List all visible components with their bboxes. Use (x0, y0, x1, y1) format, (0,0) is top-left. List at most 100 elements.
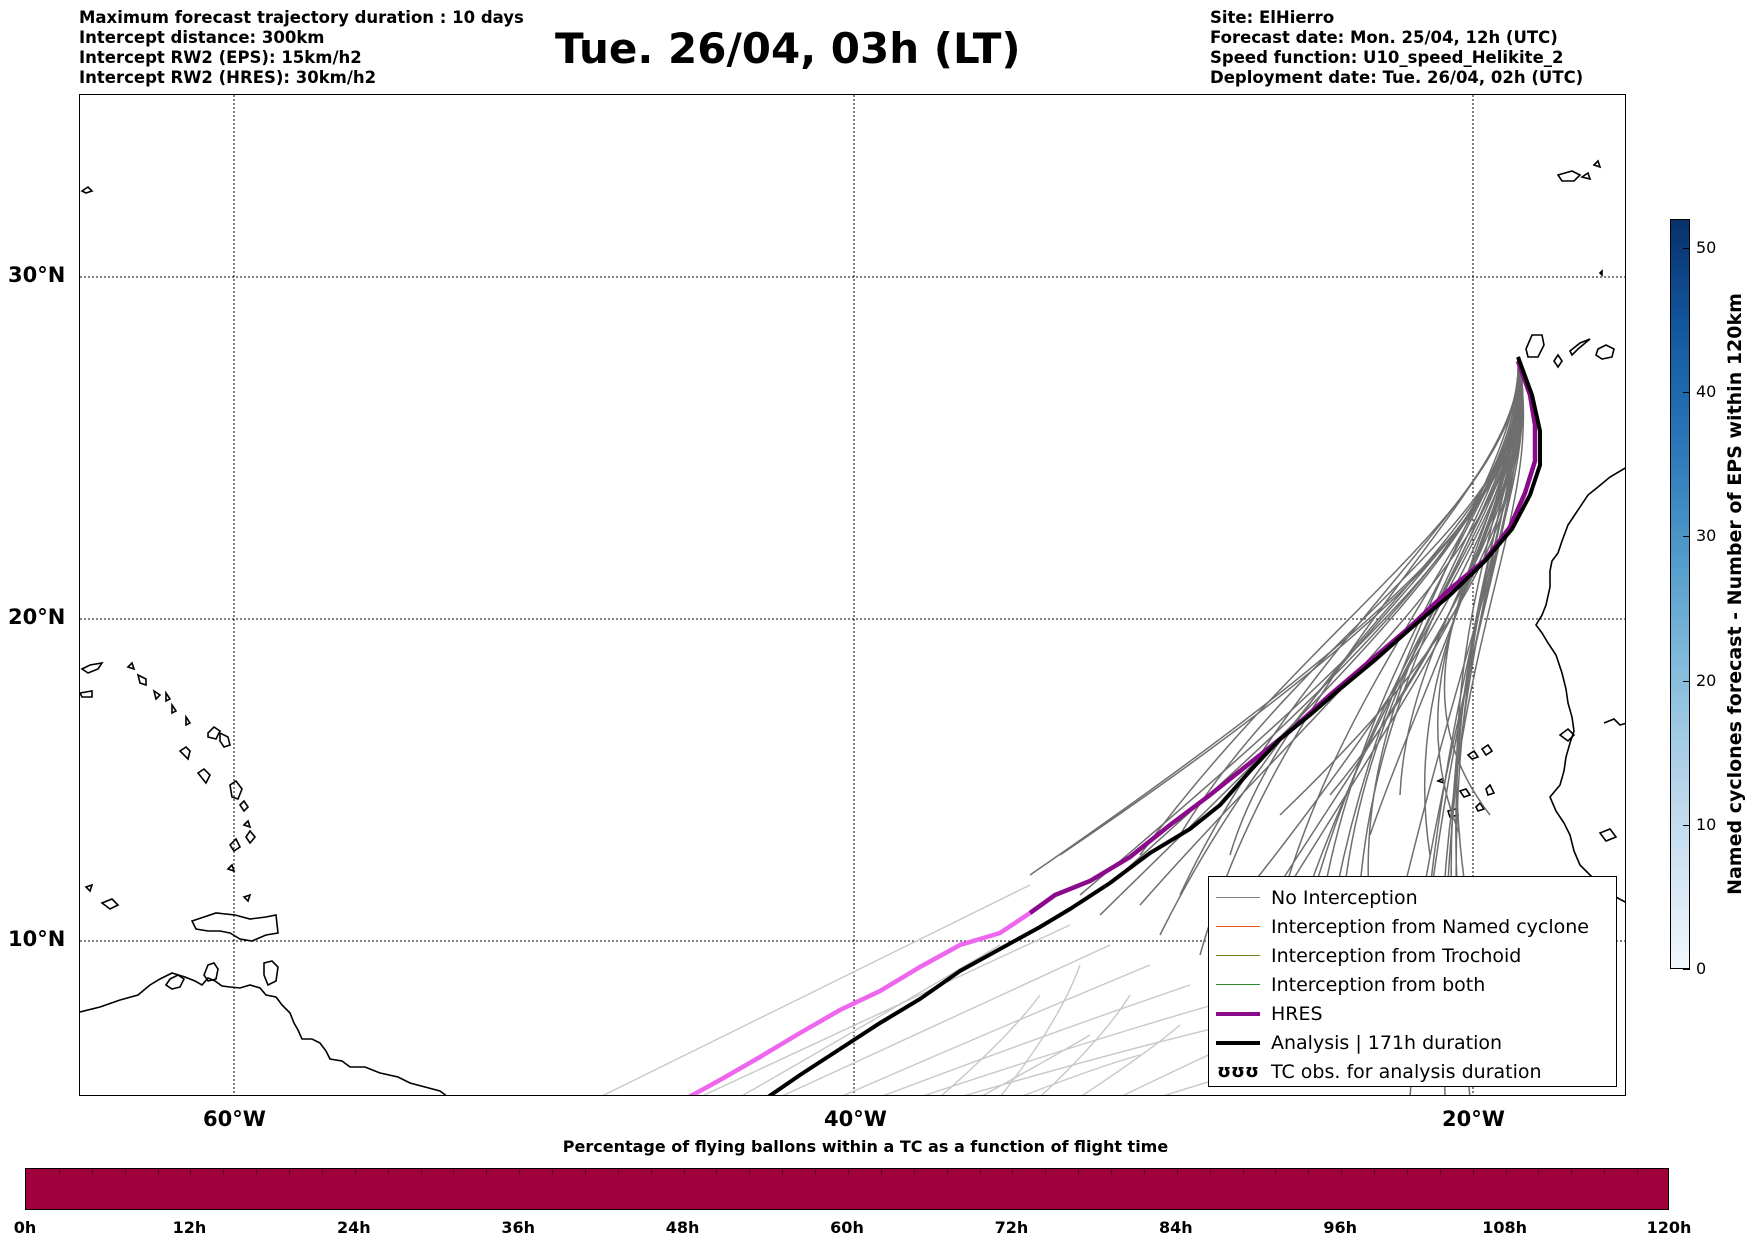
header-right: Site: ElHierro Forecast date: Mon. 25/04… (1210, 8, 1583, 88)
colorbar-horizontal-separator (880, 1169, 882, 1175)
legend-item-both: Interception from both (1209, 970, 1616, 999)
legend-line (1216, 897, 1260, 898)
colorbar-vertical-tick-mark (1683, 247, 1690, 249)
legend-line (1216, 1040, 1260, 1045)
eps-trajectory (1239, 356, 1524, 966)
colorbar-horizontal-separator (1078, 1169, 1080, 1175)
legend: No Interception Interception from Named … (1208, 876, 1617, 1087)
colorbar-horizontal-separator (223, 1169, 225, 1175)
colorbar-horizontal-tick: 108h (1482, 1218, 1527, 1237)
hres-trajectory-late (687, 911, 1032, 1095)
colorbar-horizontal-tick: 24h (336, 1218, 371, 1237)
header-left-line: Intercept RW2 (HRES): 30km/h2 (79, 68, 377, 87)
colorbar-vertical (1670, 219, 1690, 969)
legend-item-analysis: Analysis | 171h duration (1209, 1028, 1616, 1057)
eps-trajectory (1319, 356, 1519, 996)
colorbar-horizontal-separator (1505, 1169, 1507, 1175)
colorbar-horizontal-tick: 36h (501, 1218, 536, 1237)
colorbar-horizontal-tick: 48h (665, 1218, 700, 1237)
colorbar-horizontal-separator (749, 1169, 751, 1175)
header-right-line: Forecast date: Mon. 25/04, 12h (UTC) (1210, 28, 1558, 47)
colorbar-horizontal-tick: 72h (994, 1218, 1029, 1237)
legend-item-tc-obs: ʊʊʊ TC obs. for analysis duration (1209, 1057, 1616, 1086)
colorbar-horizontal-separator (1012, 1169, 1014, 1175)
colorbar-horizontal-tick: 60h (830, 1218, 864, 1237)
colorbar-horizontal-separator (1275, 1169, 1277, 1175)
eps-trajectory-faded (883, 984, 1191, 1095)
colorbar-vertical-tick: 30 (1696, 526, 1717, 546)
header-left-line: Maximum forecast trajectory duration : 1… (79, 8, 524, 27)
colorbar-horizontal-separator (782, 1169, 784, 1175)
eps-trajectory-faded (782, 944, 1111, 1095)
colorbar-horizontal-tick: 84h (1158, 1218, 1193, 1237)
legend-label: Interception from Trochoid (1271, 944, 1522, 967)
eps-trajectory-faded (1000, 964, 1081, 1095)
colorbar-horizontal-separator (321, 1169, 323, 1175)
colorbar-horizontal-separator (1176, 1169, 1178, 1175)
colorbar-horizontal-separator (289, 1169, 291, 1175)
colorbar-horizontal-tick: 120h (1646, 1218, 1692, 1237)
colorbar-horizontal-separator (519, 1169, 521, 1175)
eps-trajectory (1179, 356, 1522, 836)
header-right-line: Speed function: U10_speed_Helikite_2 (1210, 48, 1564, 67)
legend-line (1216, 1011, 1260, 1016)
colorbar-horizontal-separator (157, 1169, 159, 1175)
eps-trajectory (1139, 356, 1519, 856)
legend-label: No Interception (1271, 886, 1418, 909)
lon-label-40: 40°W (824, 1107, 887, 1131)
colorbar-horizontal-separator (650, 1169, 652, 1175)
colorbar-horizontal-separator (716, 1169, 718, 1175)
page-title: Tue. 26/04, 03h (LT) (555, 24, 1021, 73)
colorbar-vertical-tick: 10 (1696, 814, 1717, 834)
colorbar-horizontal-separator (190, 1169, 192, 1175)
colorbar-horizontal-separator (946, 1169, 948, 1175)
coastline-americas (80, 185, 447, 1095)
header-right-line: Site: ElHierro (1210, 8, 1335, 27)
colorbar-horizontal-separator (1439, 1169, 1441, 1175)
colorbar-horizontal-separator (1045, 1169, 1047, 1175)
colorbar-horizontal-separator (354, 1169, 356, 1175)
eps-trajectory-faded (1023, 1054, 1141, 1095)
legend-line (1216, 926, 1260, 927)
header-left-line: Intercept RW2 (EPS): 15km/h2 (79, 48, 362, 67)
lat-label-30: 30°N (8, 263, 66, 287)
eps-trajectory-faded (923, 999, 1231, 1095)
eps-trajectory-faded (702, 924, 1071, 1095)
coastline-africa (1435, 159, 1625, 903)
lon-label-60: 60°W (203, 1107, 266, 1131)
colorbar-horizontal-separator (913, 1169, 915, 1175)
colorbar-vertical-label: Named cyclones forecast - Number of EPS … (1724, 293, 1746, 895)
header-left-line: Intercept distance: 300km (79, 28, 325, 47)
colorbar-horizontal-separator (1209, 1169, 1211, 1175)
eps-trajectory-faded (941, 994, 1041, 1095)
legend-line (1216, 955, 1260, 956)
colorbar-horizontal-separator (124, 1169, 126, 1175)
eps-trajectory (1259, 356, 1522, 916)
colorbar-horizontal-separator (1604, 1169, 1606, 1175)
colorbar-horizontal-tick: 12h (172, 1218, 207, 1237)
eps-trajectory (1179, 356, 1520, 896)
colorbar-horizontal-separator (1374, 1169, 1376, 1175)
colorbar-vertical-tick-mark (1683, 824, 1690, 826)
legend-label: Analysis | 171h duration (1271, 1031, 1503, 1054)
colorbar-horizontal-separator (1571, 1169, 1573, 1175)
colorbar-vertical-tick-mark (1683, 680, 1690, 682)
colorbar-horizontal-title: Percentage of flying ballons within a TC… (562, 1137, 1169, 1156)
eps-trajectory-faded (842, 964, 1151, 1095)
legend-item-trochoid: Interception from Trochoid (1209, 941, 1616, 970)
colorbar-vertical-tick-mark (1683, 392, 1690, 394)
analysis-trajectory (767, 356, 1542, 1095)
colorbar-horizontal-separator (420, 1169, 422, 1175)
colorbar-horizontal-separator (552, 1169, 554, 1175)
lon-label-20: 20°W (1442, 1107, 1505, 1131)
colorbar-horizontal-tick: 0h (13, 1218, 37, 1237)
legend-item-no-interception: No Interception (1209, 883, 1616, 912)
eps-trajectory (1229, 356, 1521, 856)
legend-label: Interception from Named cyclone (1271, 915, 1589, 938)
colorbar-horizontal-separator (848, 1169, 849, 1175)
eps-trajectory-faded (602, 884, 1031, 1095)
colorbar-horizontal-separator (979, 1169, 981, 1175)
eps-trajectory (1079, 356, 1521, 896)
colorbar-horizontal-separator (486, 1169, 488, 1175)
legend-line (1216, 984, 1260, 985)
